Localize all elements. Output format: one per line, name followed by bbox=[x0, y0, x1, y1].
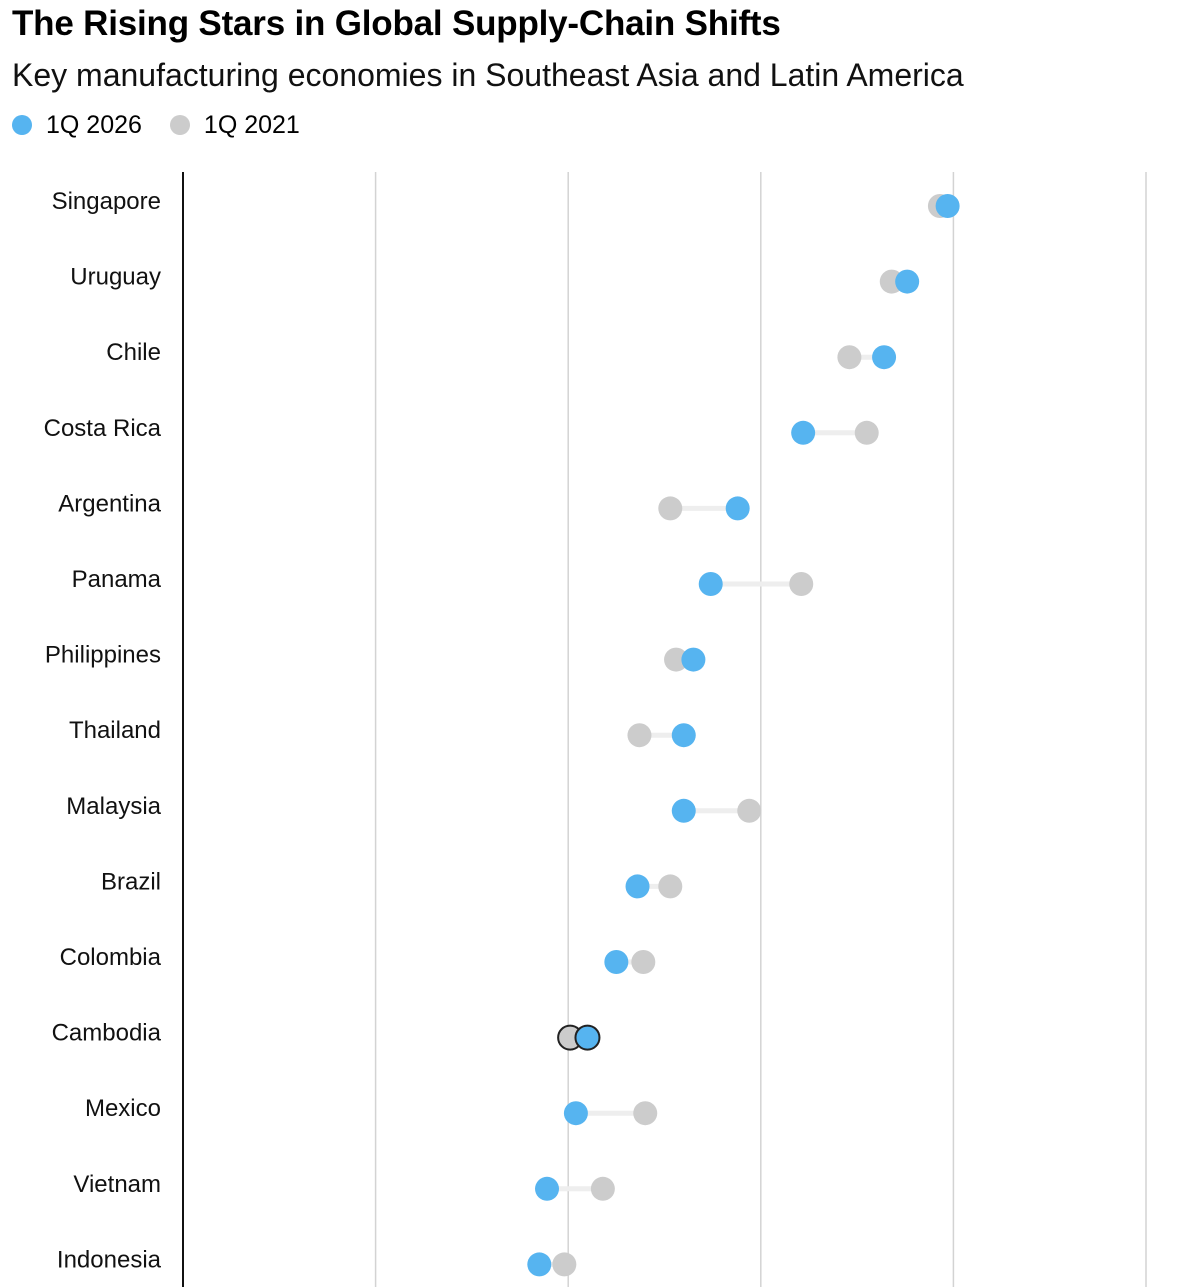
point-1q-2021-argentina bbox=[658, 496, 683, 521]
point-1q-2026-cambodia bbox=[574, 1024, 601, 1051]
point-1q-2026-thailand bbox=[671, 723, 696, 748]
point-1q-2026-philippines bbox=[681, 647, 706, 672]
category-label-cambodia: Cambodia bbox=[52, 1020, 162, 1047]
point-1q-2026-costa-rica bbox=[791, 420, 816, 445]
point-1q-2021-panama bbox=[789, 572, 814, 596]
category-label-singapore: Singapore bbox=[52, 188, 161, 215]
point-1q-2026-uruguay bbox=[895, 269, 920, 294]
point-1q-2021-colombia bbox=[631, 950, 656, 974]
legend-swatch-1q-2021 bbox=[169, 115, 190, 135]
point-1q-2021-indonesia bbox=[552, 1252, 577, 1277]
point-1q-2026-colombia bbox=[604, 950, 629, 974]
point-1q-2026-panama bbox=[698, 572, 723, 596]
legend: 1Q 2026 1Q 2021 bbox=[12, 108, 328, 142]
point-1q-2021-philippines bbox=[664, 647, 689, 672]
point-1q-2026-malaysia bbox=[671, 798, 696, 823]
category-label-thailand: Thailand bbox=[69, 717, 161, 744]
category-label-brazil: Brazil bbox=[101, 868, 161, 895]
point-1q-2026-indonesia bbox=[527, 1252, 552, 1277]
category-label-malaysia: Malaysia bbox=[66, 793, 161, 820]
point-1q-2021-malaysia bbox=[737, 798, 762, 823]
category-label-argentina: Argentina bbox=[58, 490, 161, 517]
category-label-chile: Chile bbox=[106, 339, 161, 366]
category-label-uruguay: Uruguay bbox=[70, 264, 161, 291]
legend-item-1q-2026: 1Q 2026 bbox=[12, 111, 142, 140]
point-1q-2021-costa-rica bbox=[854, 420, 879, 445]
point-1q-2021-brazil bbox=[658, 874, 683, 899]
point-1q-2026-vietnam bbox=[535, 1176, 560, 1201]
point-1q-2021-mexico bbox=[633, 1101, 658, 1126]
legend-label-1q-2026: 1Q 2026 bbox=[46, 110, 142, 139]
point-1q-2026-singapore bbox=[935, 194, 960, 218]
category-label-vietnam: Vietnam bbox=[73, 1171, 161, 1198]
point-1q-2026-chile bbox=[872, 345, 897, 370]
category-label-costa-rica: Costa Rica bbox=[44, 415, 162, 442]
point-1q-2026-brazil bbox=[625, 874, 650, 899]
chart-title: The Rising Stars in Global Supply-Chain … bbox=[12, 4, 781, 43]
point-1q-2026-mexico bbox=[563, 1101, 588, 1126]
point-1q-2026-argentina bbox=[725, 496, 750, 521]
legend-label-1q-2021: 1Q 2021 bbox=[203, 110, 300, 139]
point-1q-2021-chile bbox=[837, 345, 862, 370]
point-1q-2021-thailand bbox=[627, 723, 652, 748]
category-label-panama: Panama bbox=[72, 566, 162, 593]
legend-swatch-1q-2026 bbox=[12, 115, 32, 135]
category-label-philippines: Philippines bbox=[45, 642, 161, 669]
legend-item-1q-2021: 1Q 2021 bbox=[169, 110, 300, 140]
point-1q-2021-vietnam bbox=[590, 1176, 615, 1201]
category-label-colombia: Colombia bbox=[60, 944, 162, 971]
category-label-mexico: Mexico bbox=[85, 1095, 161, 1122]
category-label-indonesia: Indonesia bbox=[57, 1246, 162, 1273]
chart-subtitle: Key manufacturing economies in Southeast… bbox=[12, 57, 964, 93]
